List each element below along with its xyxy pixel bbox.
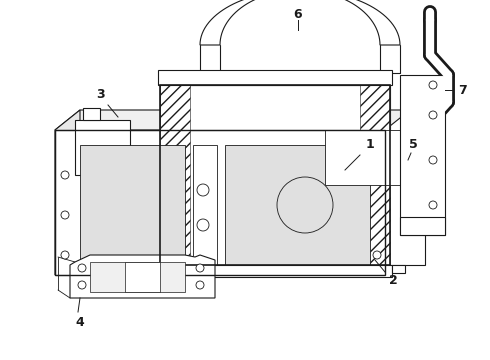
Polygon shape	[125, 262, 160, 292]
Polygon shape	[55, 110, 80, 275]
Text: 7: 7	[458, 84, 466, 96]
Polygon shape	[80, 145, 185, 265]
Circle shape	[197, 184, 209, 196]
Circle shape	[429, 156, 437, 164]
Circle shape	[373, 251, 381, 259]
Polygon shape	[160, 85, 190, 265]
Circle shape	[78, 264, 86, 272]
Circle shape	[61, 251, 69, 259]
Polygon shape	[55, 110, 410, 130]
Circle shape	[61, 211, 69, 219]
Circle shape	[277, 177, 333, 233]
Polygon shape	[70, 255, 215, 298]
Polygon shape	[90, 262, 185, 292]
Polygon shape	[158, 265, 392, 277]
Circle shape	[429, 201, 437, 209]
Circle shape	[197, 219, 209, 231]
Polygon shape	[325, 130, 400, 185]
Polygon shape	[55, 130, 385, 275]
Polygon shape	[400, 75, 445, 235]
Polygon shape	[83, 108, 100, 120]
Text: 1: 1	[366, 139, 374, 152]
Text: 2: 2	[389, 274, 397, 287]
Polygon shape	[385, 150, 425, 265]
Circle shape	[196, 264, 204, 272]
Text: 4: 4	[75, 315, 84, 328]
Circle shape	[78, 281, 86, 289]
Circle shape	[61, 171, 69, 179]
Polygon shape	[130, 153, 142, 167]
Circle shape	[429, 111, 437, 119]
Polygon shape	[160, 85, 390, 265]
Circle shape	[196, 281, 204, 289]
Polygon shape	[400, 217, 445, 235]
Text: 6: 6	[294, 9, 302, 22]
Polygon shape	[193, 145, 217, 265]
Polygon shape	[360, 85, 390, 265]
Polygon shape	[158, 70, 392, 85]
Text: 5: 5	[409, 139, 417, 152]
Text: 3: 3	[96, 89, 104, 102]
Polygon shape	[392, 265, 405, 273]
Circle shape	[429, 81, 437, 89]
Polygon shape	[225, 145, 370, 265]
Polygon shape	[200, 0, 400, 45]
Polygon shape	[75, 120, 130, 175]
